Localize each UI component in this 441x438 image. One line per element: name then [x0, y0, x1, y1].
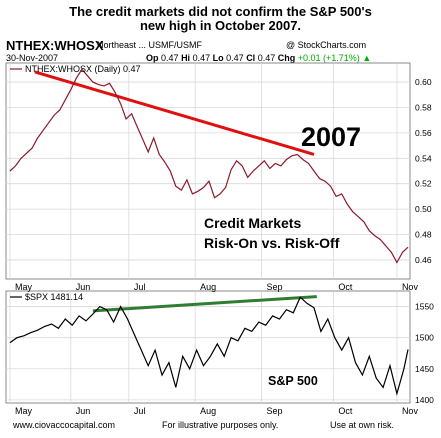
legend-credit: NTHEX:WHOSX (Daily) 0.47 [25, 64, 141, 74]
x-tick-label: Aug [200, 282, 216, 292]
spx-price-line [9, 296, 409, 397]
y-tick-label: 0.50 [415, 204, 432, 214]
credit-annotation-line2: Risk-On vs. Risk-Off [204, 235, 340, 251]
y-tick-label: 0.54 [415, 153, 432, 163]
x-tick-label: Nov [402, 282, 419, 292]
x-tick-label: Sep [267, 406, 283, 416]
footer-risk: Use at own risk. [330, 420, 395, 430]
change-label: Chg [277, 53, 296, 63]
bottom-panel-frame [5, 290, 411, 404]
y-tick-label: 0.60 [415, 77, 432, 87]
y-tick-label: 0.56 [415, 128, 432, 138]
up-arrow-icon: ▲ [362, 53, 372, 63]
y-tick-label: 0.48 [415, 230, 432, 240]
ohlc-readout: Op 0.47 Hi 0.47 Lo 0.47 Cl 0.47 Chg +0.0… [146, 53, 371, 63]
x-tick-label: Oct [338, 406, 353, 416]
x-tick-label: Nov [402, 406, 419, 416]
y-tick-label: 1400 [415, 395, 434, 405]
footer-disclaimer: For illustrative purposes only. [162, 420, 279, 430]
copyright-label: @ StockCharts.com [286, 40, 367, 50]
y-tick-label: 1500 [415, 333, 434, 343]
x-tick-label: May [15, 406, 33, 416]
spx-annotation: S&P 500 [268, 374, 318, 388]
x-tick-label: Jul [134, 282, 146, 292]
date-label: 30-Nov-2007 [6, 53, 59, 63]
low-label: Lo [212, 53, 224, 63]
symbol-label: NTHEX:WHOSX [6, 38, 104, 53]
y-tick-label: 1550 [415, 302, 434, 312]
y-tick-label: 0.46 [415, 255, 432, 265]
chart-title-line1: The credit markets did not confirm the S… [69, 4, 372, 19]
fund-subtitle: Northeast ... USMF/USMF [97, 40, 203, 50]
credit-price-line [9, 68, 409, 264]
x-tick-label: Jun [76, 282, 91, 292]
y-tick-label: 0.52 [415, 179, 432, 189]
x-tick-label: Sep [267, 282, 283, 292]
legend-spx: $SPX 1481.14 [25, 292, 83, 302]
close-value: 0.47 [257, 53, 276, 63]
top-panel-frame [5, 62, 411, 280]
x-tick-label: May [15, 282, 33, 292]
y-tick-label: 0.58 [415, 102, 432, 112]
change-value: +0.01 (+1.71%) [297, 53, 360, 63]
spx-trendline [92, 295, 317, 313]
footer-site: www.ciovaccocapital.com [13, 420, 116, 430]
x-tick-label: Jul [134, 406, 146, 416]
x-tick-label: Jun [76, 406, 91, 416]
chart-title-line2: new high in October 2007. [139, 18, 302, 33]
high-value: 0.47 [192, 53, 211, 63]
year-annotation: 2007 [301, 122, 361, 152]
y-tick-label: 1450 [415, 364, 434, 374]
high-label: Hi [181, 53, 191, 63]
x-tick-label: Oct [338, 282, 353, 292]
open-value: 0.47 [161, 53, 179, 63]
credit-trendline [34, 70, 315, 156]
open-label: Op [146, 53, 159, 63]
low-value: 0.47 [226, 53, 244, 63]
close-label: Cl [246, 53, 256, 63]
x-tick-label: Aug [200, 406, 216, 416]
credit-annotation-line1: Credit Markets [204, 215, 301, 231]
